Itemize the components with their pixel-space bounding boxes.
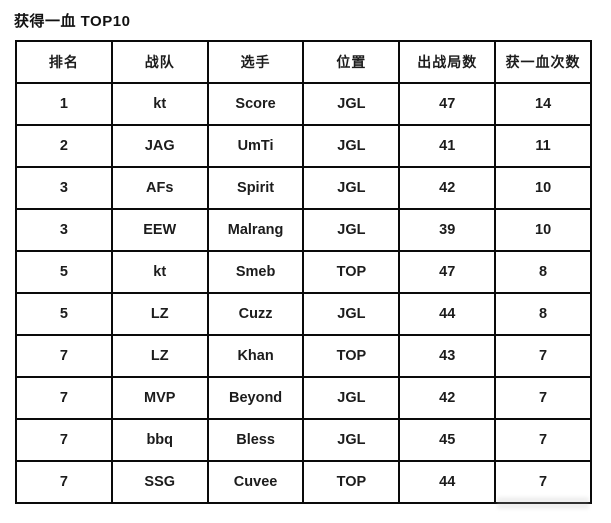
table-cell: kt [110, 82, 209, 126]
table-cell: TOP [302, 460, 401, 504]
table-cell: 42 [398, 376, 497, 420]
first-blood-top10-table: 排名 战队 选手 位置 出战局数 获一血次数 1 kt Score JGL 47 14 2 JAG UmT… [15, 40, 592, 504]
table-cell: 42 [398, 166, 497, 210]
table-cell: Khan [206, 334, 305, 378]
table-cell: bbq [110, 418, 209, 462]
column-header: 获一血次数 [494, 40, 592, 84]
table-cell: 43 [398, 334, 497, 378]
table-row: 3 AFs Spirit JGL 42 10 [15, 166, 592, 210]
table-cell: AFs [110, 166, 209, 210]
table-cell: JGL [302, 82, 401, 126]
table-cell: Spirit [206, 166, 305, 210]
table-cell: TOP [302, 334, 401, 378]
table-cell: 7 [15, 460, 113, 504]
table-cell: JGL [302, 376, 401, 420]
column-header: 排名 [15, 40, 113, 84]
table-cell: 3 [15, 166, 113, 210]
table-cell: 47 [398, 82, 497, 126]
column-header: 出战局数 [398, 40, 497, 84]
table-cell: 7 [494, 334, 592, 378]
table-row: 5 kt Smeb TOP 47 8 [15, 250, 592, 294]
table-cell: Score [206, 82, 305, 126]
table-cell: EEW [110, 208, 209, 252]
column-header: 选手 [206, 40, 305, 84]
table-cell: 3 [15, 208, 113, 252]
table-row: 7 MVP Beyond JGL 42 7 [15, 376, 592, 420]
table-cell: 2 [15, 124, 113, 168]
table-cell: UmTi [206, 124, 305, 168]
table-cell: JGL [302, 208, 401, 252]
table-cell: Cuzz [206, 292, 305, 336]
table-cell: 5 [15, 292, 113, 336]
table-cell: 5 [15, 250, 113, 294]
table-row: 1 kt Score JGL 47 14 [15, 82, 592, 126]
table-header-row: 排名 战队 选手 位置 出战局数 获一血次数 [15, 40, 592, 84]
table-cell: Smeb [206, 250, 305, 294]
table-cell: TOP [302, 250, 401, 294]
table-cell: LZ [110, 292, 209, 336]
table-cell: Cuvee [206, 460, 305, 504]
table-cell: 8 [494, 250, 592, 294]
table-cell: MVP [110, 376, 209, 420]
table-cell: SSG [110, 460, 209, 504]
table-cell: 41 [398, 124, 497, 168]
table-body: 1 kt Score JGL 47 14 2 JAG UmTi JGL 41 11 3 AFs Spirit… [15, 82, 592, 504]
table-cell: 47 [398, 250, 497, 294]
table-cell: 7 [15, 418, 113, 462]
table-row: 3 EEW Malrang JGL 39 10 [15, 208, 592, 252]
table-row: 7 bbq Bless JGL 45 7 [15, 418, 592, 462]
table-head: 排名 战队 选手 位置 出战局数 获一血次数 [15, 40, 592, 84]
table-cell: 44 [398, 292, 497, 336]
table-cell: JGL [302, 124, 401, 168]
table-cell: 7 [15, 376, 113, 420]
table-cell: Beyond [206, 376, 305, 420]
table-cell: 39 [398, 208, 497, 252]
table-cell: Malrang [206, 208, 305, 252]
table-cell: 8 [494, 292, 592, 336]
table-cell: 10 [494, 208, 592, 252]
table-row: 7 SSG Cuvee TOP 44 7 [15, 460, 592, 504]
table-row: 5 LZ Cuzz JGL 44 8 [15, 292, 592, 336]
table-cell: 11 [494, 124, 592, 168]
column-header: 战队 [110, 40, 209, 84]
table-cell: 45 [398, 418, 497, 462]
table-cell: 7 [15, 334, 113, 378]
table-cell: 7 [494, 376, 592, 420]
table-cell: 1 [15, 82, 113, 126]
table-cell: JAG [110, 124, 209, 168]
table-cell: 10 [494, 166, 592, 210]
table-cell: 44 [398, 460, 497, 504]
table-cell: LZ [110, 334, 209, 378]
table-cell: JGL [302, 292, 401, 336]
table-row: 2 JAG UmTi JGL 41 11 [15, 124, 592, 168]
table-cell: 7 [494, 460, 592, 504]
table-cell: 14 [494, 82, 592, 126]
table-cell: JGL [302, 418, 401, 462]
table-cell: Bless [206, 418, 305, 462]
column-header: 位置 [302, 40, 401, 84]
table-row: 7 LZ Khan TOP 43 7 [15, 334, 592, 378]
table-cell: kt [110, 250, 209, 294]
table-cell: 7 [494, 418, 592, 462]
table-cell: JGL [302, 166, 401, 210]
page-title: 获得一血 TOP10 [14, 13, 131, 30]
